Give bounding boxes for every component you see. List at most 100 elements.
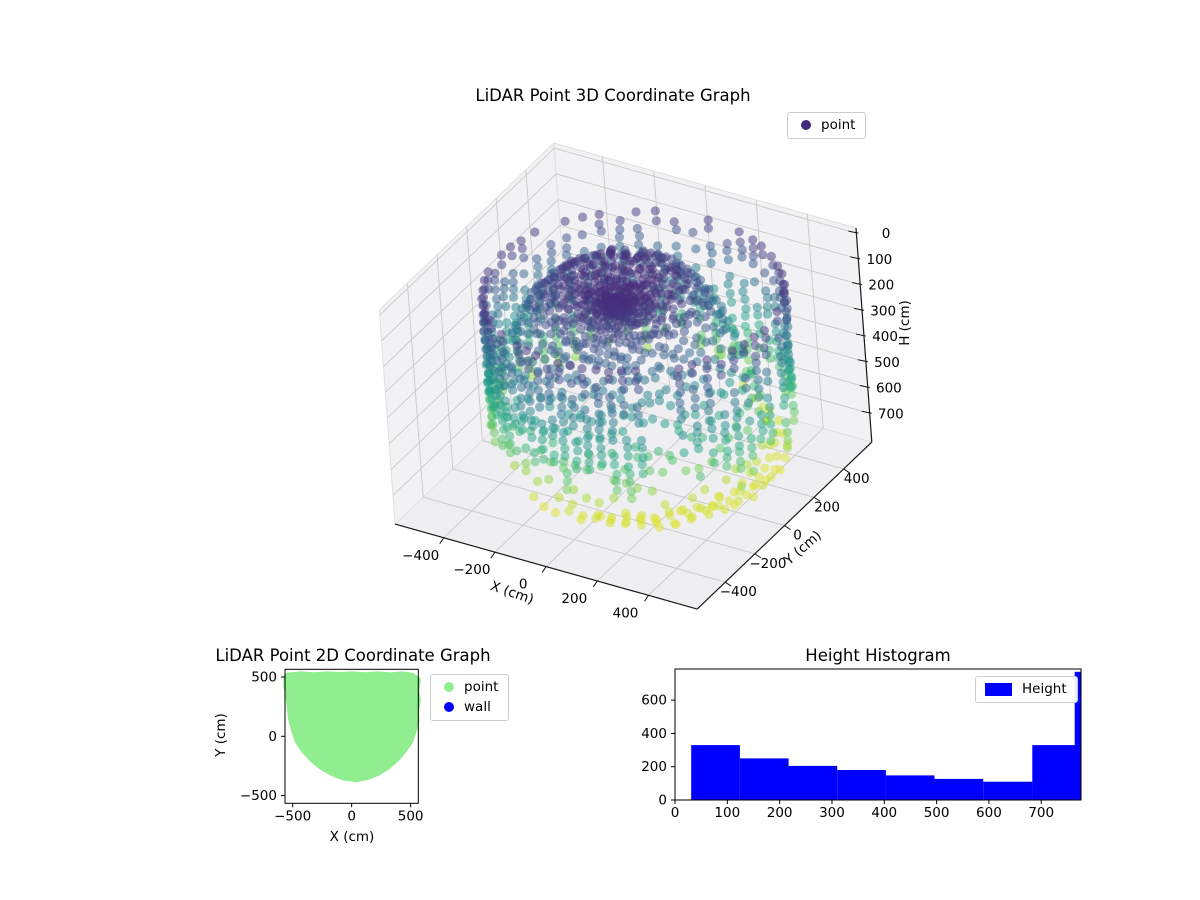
lidar-point: [720, 420, 730, 431]
lidar-point: [723, 255, 734, 265]
y-tick-label: 400: [641, 726, 667, 742]
lidar-point: [478, 293, 489, 303]
lidar-point: [547, 415, 558, 425]
lidar-point: [772, 451, 782, 461]
lidar-point: [566, 330, 576, 340]
lidar-point: [647, 348, 657, 358]
lidar-point: [675, 398, 685, 408]
lidar-point: [500, 396, 511, 406]
lidar-point: [765, 410, 775, 420]
lidar-point: [705, 241, 715, 251]
lidar-point: [637, 459, 647, 470]
histogram-legend: Height: [975, 676, 1078, 703]
lidar-point: [532, 305, 543, 315]
y-tick-label: −200: [749, 556, 786, 572]
lidar-point: [583, 448, 594, 459]
x-tick-label: 400: [613, 605, 639, 621]
lidar-point: [722, 246, 732, 256]
lidar-point: [782, 315, 792, 325]
lidar-point: [545, 380, 555, 390]
lidar-point: [756, 241, 766, 251]
lidar-point: [616, 354, 626, 364]
legend-label-point: point: [464, 679, 499, 695]
lidar-point: [627, 344, 638, 354]
lidar-point: [627, 494, 637, 504]
lidar-point: [594, 409, 604, 419]
lidar-point: [750, 340, 760, 351]
x-tick-label: 200: [561, 591, 587, 607]
lidar-point: [498, 363, 508, 373]
lidar-point: [540, 277, 550, 288]
lidar-point: [542, 364, 552, 374]
lidar-point: [564, 276, 574, 287]
x-tick: [592, 580, 598, 588]
lidar-point: [577, 373, 587, 383]
lidar-point: [605, 518, 615, 528]
height-patch-icon: [985, 682, 1012, 696]
lidar-point: [594, 424, 604, 435]
lidar-point: [741, 383, 751, 393]
h-tick-label: 0: [882, 226, 891, 242]
lidar-point: [540, 354, 550, 364]
lidar-point: [634, 345, 645, 355]
lidar-point: [510, 460, 520, 471]
lidar-point: [602, 341, 612, 351]
lidar-point: [715, 492, 725, 502]
lidar-point: [616, 366, 627, 376]
lidar-point: [645, 398, 655, 408]
lidar-point: [679, 326, 690, 336]
lidar-point: [783, 435, 793, 446]
lidar-point: [545, 306, 555, 316]
lidar-point: [708, 433, 718, 443]
h-tick-label: 600: [876, 381, 902, 397]
lidar-point: [594, 417, 605, 427]
lidar-point: [761, 286, 771, 296]
lidar-point: [681, 466, 691, 476]
lidar-point: [766, 251, 776, 261]
lidar-point: [760, 268, 770, 278]
lidar-point: [634, 231, 645, 241]
lidar-point: [529, 492, 539, 502]
lidar-point: [634, 418, 644, 428]
histogram-plot-area: 0 100 200 300 400 500 600 700 0 200 400 600: [641, 668, 1082, 821]
lidar-point: [704, 509, 714, 520]
lidar-point: [654, 361, 664, 371]
lidar-point: [741, 489, 752, 500]
lidar-point: [576, 324, 586, 335]
lidar-point: [631, 207, 641, 217]
lidar-point: [751, 366, 762, 376]
y-tick-label: 200: [641, 759, 667, 775]
lidar-point: [517, 243, 527, 254]
lidar-point: [737, 481, 747, 491]
lidar-point: [707, 248, 717, 258]
lidar-point: [665, 401, 676, 411]
lidar-point: [589, 315, 599, 325]
lidar-point: [556, 392, 566, 402]
lidar-point: [490, 268, 500, 278]
lidar-point: [679, 336, 689, 346]
lidar-point: [661, 385, 671, 395]
lidar-point: [694, 463, 704, 474]
lidar-point: [745, 416, 755, 426]
lidar-point: [478, 285, 488, 295]
lidar-point: [720, 504, 730, 515]
lidar-point: [530, 227, 540, 237]
lidar-point: [640, 254, 651, 264]
lidar-point: [714, 309, 724, 320]
lidar-point: [734, 227, 744, 237]
lidar-point: [746, 433, 756, 444]
lidar-point: [569, 485, 579, 495]
lidar-point: [775, 465, 785, 475]
lidar-point: [619, 384, 629, 394]
lidar-point: [705, 398, 716, 408]
lidar-point: [500, 372, 510, 382]
lidar-point: [620, 315, 630, 325]
lidar-point: [573, 446, 583, 456]
lidar-point: [716, 370, 726, 380]
x-tick-label: 0: [347, 808, 356, 824]
lidar-point: [536, 393, 546, 403]
chart-3d-legend: point: [787, 112, 867, 139]
lidar-point: [526, 415, 536, 425]
lidar-point: [582, 414, 592, 425]
lidar-point: [651, 216, 661, 226]
